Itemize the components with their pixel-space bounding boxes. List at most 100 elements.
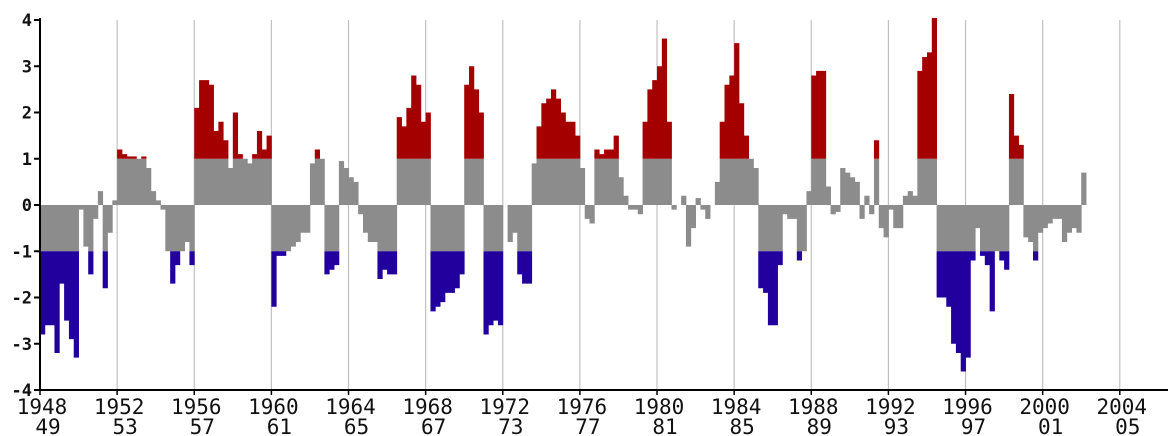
bar-high-segment bbox=[541, 103, 547, 159]
bar-high-segment bbox=[816, 70, 822, 159]
bar-neutral-segment bbox=[1081, 172, 1087, 205]
bar-high-segment bbox=[738, 103, 745, 159]
bar bbox=[493, 205, 499, 321]
bar bbox=[1052, 205, 1058, 219]
bar-low-segment bbox=[796, 251, 803, 261]
bar-low-segment bbox=[382, 251, 388, 270]
bar-high-segment bbox=[922, 57, 928, 159]
bar bbox=[507, 205, 513, 242]
bar bbox=[444, 205, 451, 293]
bar-neutral-segment bbox=[902, 195, 909, 205]
x-tick-label-bottom: 97 bbox=[961, 415, 986, 436]
bar-neutral-segment bbox=[955, 205, 962, 252]
y-tick-label: 4 bbox=[22, 11, 32, 31]
bar-neutral-segment bbox=[763, 205, 769, 252]
bar-neutral-segment bbox=[44, 205, 51, 252]
x-tick-label-top: 2000 bbox=[1019, 395, 1070, 419]
bar-neutral-segment bbox=[382, 205, 388, 252]
bar-low-segment bbox=[73, 251, 79, 358]
bar-low-segment bbox=[329, 251, 335, 270]
x-tick-label-top: 1964 bbox=[325, 395, 376, 419]
bar bbox=[632, 205, 639, 210]
bar-neutral-segment bbox=[343, 168, 349, 205]
bar-low-segment bbox=[497, 251, 504, 326]
bar-low-segment bbox=[276, 251, 282, 256]
bar bbox=[565, 121, 571, 205]
bar-neutral-segment bbox=[444, 205, 451, 252]
bar-neutral-segment bbox=[290, 205, 296, 247]
bar-high-segment bbox=[208, 84, 214, 159]
bar bbox=[1033, 205, 1039, 261]
x-tick-label-bottom: 93 bbox=[884, 415, 909, 436]
bar bbox=[372, 205, 378, 242]
bar-neutral-segment bbox=[840, 168, 846, 205]
bar bbox=[1013, 135, 1019, 205]
bar bbox=[589, 205, 595, 224]
bar-high-segment bbox=[565, 121, 571, 159]
bar bbox=[922, 57, 928, 205]
bar bbox=[478, 112, 484, 205]
bar bbox=[960, 205, 966, 372]
bar-low-segment bbox=[88, 251, 94, 275]
bar-neutral-segment bbox=[141, 158, 147, 205]
bar bbox=[401, 126, 407, 205]
bar bbox=[604, 149, 610, 205]
bar bbox=[926, 52, 933, 205]
bar-neutral-segment bbox=[334, 205, 340, 252]
bar-neutral-segment bbox=[49, 205, 55, 252]
bar-neutral-segment bbox=[223, 158, 229, 205]
x-tick-label-top: 1960 bbox=[248, 395, 299, 419]
bar-low-segment bbox=[64, 251, 70, 321]
bar bbox=[353, 181, 359, 205]
bar-neutral-segment bbox=[772, 205, 778, 252]
bar-neutral-segment bbox=[816, 158, 822, 205]
bar-neutral-segment bbox=[878, 205, 884, 229]
bar bbox=[319, 158, 325, 205]
bar bbox=[54, 205, 60, 353]
bar bbox=[714, 181, 721, 205]
bar bbox=[599, 154, 605, 205]
bar bbox=[657, 66, 663, 205]
bar bbox=[724, 84, 730, 205]
bar-high-segment bbox=[425, 112, 431, 159]
bar-high-segment bbox=[314, 149, 320, 159]
bar-high-segment bbox=[647, 89, 653, 159]
bar bbox=[102, 205, 108, 289]
bar bbox=[849, 177, 856, 205]
bar-neutral-segment bbox=[97, 191, 104, 205]
bar-neutral-segment bbox=[285, 205, 292, 252]
bar-low-segment bbox=[526, 251, 533, 284]
bar-neutral-segment bbox=[194, 158, 200, 205]
bar-neutral-segment bbox=[936, 205, 942, 252]
bar-neutral-segment bbox=[131, 158, 137, 205]
bar-neutral-segment bbox=[941, 205, 947, 252]
bar-high-segment bbox=[820, 70, 827, 159]
x-tick-label-top: 1992 bbox=[865, 395, 916, 419]
bar bbox=[705, 205, 711, 219]
bar bbox=[584, 205, 590, 219]
bar bbox=[469, 66, 475, 205]
bar bbox=[893, 205, 899, 229]
bar bbox=[324, 205, 330, 275]
bar bbox=[767, 205, 774, 326]
bar-neutral-segment bbox=[517, 205, 523, 252]
bar-high-segment bbox=[252, 154, 258, 159]
bar bbox=[256, 131, 263, 205]
bar-low-segment bbox=[387, 251, 393, 275]
bar-high-segment bbox=[926, 52, 933, 159]
bar-high-segment bbox=[261, 149, 267, 159]
x-tick-label-top: 1972 bbox=[479, 395, 530, 419]
bar-neutral-segment bbox=[584, 205, 590, 219]
bar-neutral-segment bbox=[497, 205, 504, 252]
bar bbox=[141, 156, 147, 205]
bar-neutral-segment bbox=[319, 158, 325, 205]
bar bbox=[117, 149, 123, 205]
bar-low-segment bbox=[955, 251, 962, 353]
bar-neutral-segment bbox=[54, 205, 60, 252]
bar bbox=[93, 205, 99, 219]
x-tick-label-bottom: 81 bbox=[652, 415, 677, 436]
bar-high-segment bbox=[117, 149, 123, 159]
bar bbox=[628, 205, 634, 210]
bar-high-segment bbox=[401, 126, 407, 159]
